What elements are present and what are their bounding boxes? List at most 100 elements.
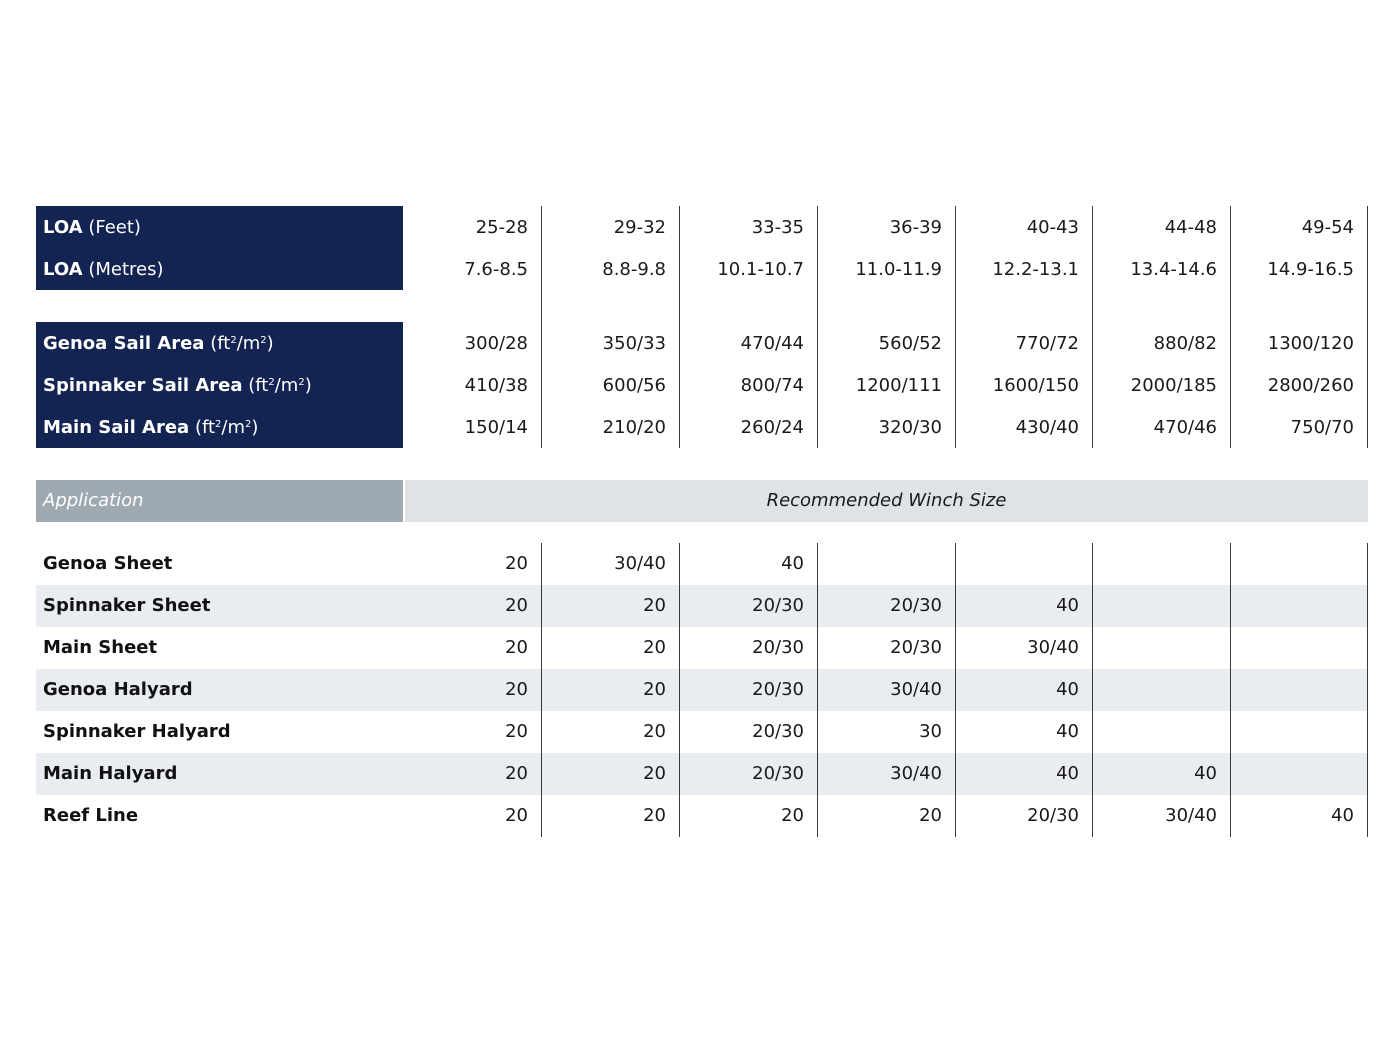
loa-feet-cell: 25-28 [475,217,528,238]
column-divider [541,206,542,448]
column-divider [679,543,680,837]
loa-metres-cell: 8.8-9.8 [602,259,666,280]
winch-size-cell: 30/40 [614,553,666,574]
winch-size-cell: 40 [1056,721,1079,742]
winch-size-cell: 20 [505,679,528,700]
sail-area-cell: 800/74 [740,375,804,396]
loa-metres-cell: 14.9-16.5 [1267,259,1354,280]
sail-area-cell: 1600/150 [992,375,1079,396]
winch-size-cell: 20 [505,805,528,826]
loa-feet-cell: 29-32 [613,217,666,238]
loa-feet-cell: 40-43 [1026,217,1079,238]
sail-area-cell: 410/38 [464,375,528,396]
loa-feet-cell: 44-48 [1164,217,1217,238]
sail-area-cell: 1300/120 [1267,333,1354,354]
application-header: Application [36,480,403,522]
winch-size-cell: 30 [919,721,942,742]
winch-size-cell: 20 [643,805,666,826]
column-divider [955,206,956,448]
loa-feet-cell: 36-39 [889,217,942,238]
winch-size-cell: 30/40 [1165,805,1217,826]
winch-size-cell: 20/30 [752,721,804,742]
loa-metres-cell: 11.0-11.9 [855,259,942,280]
winch-size-cell: 30/40 [890,763,942,784]
sail-area-cell: 750/70 [1290,417,1354,438]
genoa-sail-area-label: Genoa Sail Area (ft2/m2) [43,333,274,354]
sail-area-cell: 470/46 [1153,417,1217,438]
sail-area-header-block [36,322,403,448]
column-divider [955,543,956,837]
column-divider [1367,543,1368,837]
winch-size-cell: 20/30 [752,595,804,616]
winch-size-cell: 40 [781,553,804,574]
winch-size-cell: 40 [1056,595,1079,616]
row-band [36,585,1368,627]
sail-area-cell: 430/40 [1015,417,1079,438]
sail-area-cell: 1200/111 [855,375,942,396]
sail-area-cell: 210/20 [602,417,666,438]
app-label-spinnaker-sheet: Spinnaker Sheet [43,595,211,616]
winch-size-cell: 40 [1056,679,1079,700]
row-band [36,753,1368,795]
main-sail-area-label: Main Sail Area (ft2/m2) [43,417,259,438]
sail-area-cell: 600/56 [602,375,666,396]
loa-feet-cell: 49-54 [1301,217,1354,238]
sail-area-cell: 770/72 [1015,333,1079,354]
recommended-winch-size-header: Recommended Winch Size [405,480,1368,522]
sail-area-cell: 260/24 [740,417,804,438]
winch-size-cell: 20/30 [752,679,804,700]
winch-size-cell: 40 [1194,763,1217,784]
column-divider [817,543,818,837]
app-label-genoa-halyard: Genoa Halyard [43,679,193,700]
sail-area-cell: 880/82 [1153,333,1217,354]
winch-size-cell: 30/40 [890,679,942,700]
winch-size-cell: 20 [643,721,666,742]
winch-size-cell: 30/40 [1027,637,1079,658]
sail-area-cell: 2000/185 [1130,375,1217,396]
app-label-genoa-sheet: Genoa Sheet [43,553,173,574]
winch-size-cell: 20 [643,637,666,658]
row-band [36,669,1368,711]
loa-metres-cell: 10.1-10.7 [717,259,804,280]
app-label-spinnaker-halyard: Spinnaker Halyard [43,721,231,742]
column-divider [1367,206,1368,448]
winch-size-cell: 20 [505,553,528,574]
winch-size-cell: 20/30 [890,637,942,658]
loa-metres-cell: 12.2-13.1 [992,259,1079,280]
loa-feet-label: LOA (Feet) [43,217,141,238]
loa-metres-cell: 13.4-14.6 [1130,259,1217,280]
sail-area-cell: 150/14 [464,417,528,438]
loa-metres-label: LOA (Metres) [43,259,164,280]
winch-size-cell: 20/30 [752,763,804,784]
winch-size-cell: 20 [781,805,804,826]
sail-area-cell: 300/28 [464,333,528,354]
winch-size-cell: 20/30 [890,595,942,616]
spinnaker-sail-area-label: Spinnaker Sail Area (ft2/m2) [43,375,312,396]
sail-area-cell: 2800/260 [1267,375,1354,396]
winch-size-cell: 20 [919,805,942,826]
column-divider [1092,543,1093,837]
winch-size-cell: 40 [1056,763,1079,784]
loa-metres-cell: 7.6-8.5 [464,259,528,280]
column-divider [679,206,680,448]
winch-size-cell: 20 [505,763,528,784]
column-divider [541,543,542,837]
column-divider [1230,543,1231,837]
app-label-main-halyard: Main Halyard [43,763,178,784]
loa-feet-cell: 33-35 [751,217,804,238]
app-label-main-sheet: Main Sheet [43,637,158,658]
winch-size-cell: 20 [505,595,528,616]
column-divider [1230,206,1231,448]
winch-size-cell: 20 [643,763,666,784]
winch-size-cell: 20 [643,595,666,616]
winch-size-cell: 20 [505,721,528,742]
sail-area-cell: 560/52 [878,333,942,354]
app-label-reef-line: Reef Line [43,805,139,826]
column-divider [817,206,818,448]
winch-size-cell: 40 [1331,805,1354,826]
sail-area-cell: 320/30 [878,417,942,438]
winch-size-cell: 20 [643,679,666,700]
sail-area-cell: 470/44 [740,333,804,354]
winch-size-cell: 20/30 [752,637,804,658]
column-divider [1092,206,1093,448]
